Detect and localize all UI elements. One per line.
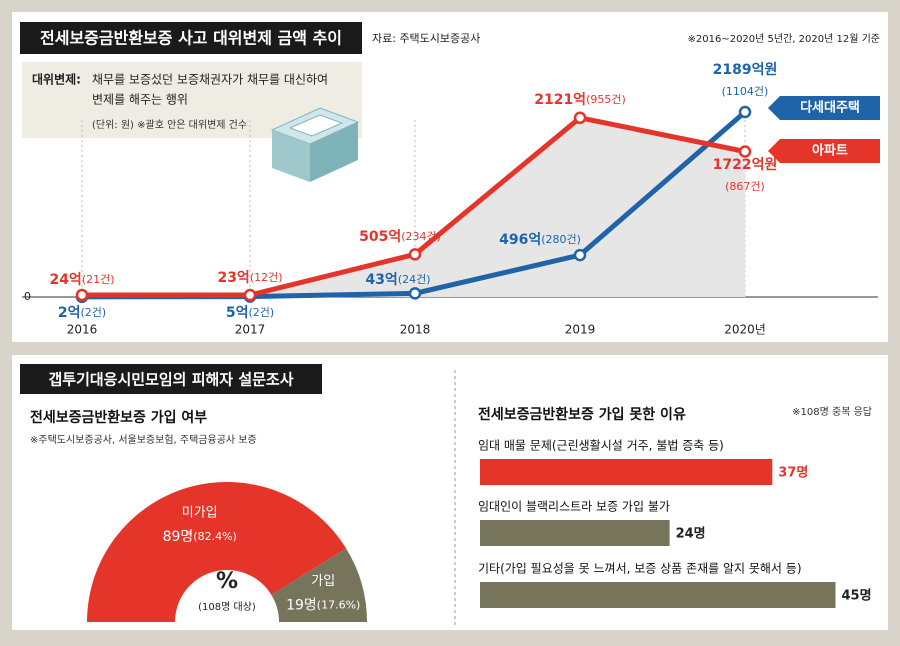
data-label: 2억(2건): [58, 305, 106, 321]
count-label: (867건): [725, 180, 765, 193]
legend-box: [768, 139, 880, 163]
value-label: 2억: [58, 305, 81, 321]
center-note: (108명 대상): [198, 601, 256, 613]
definition-text: 변제를 해주는 행위: [92, 92, 188, 107]
value-label: 2121억: [534, 92, 586, 108]
y-tick-label: 0: [24, 290, 31, 303]
note: ※2016~2020년 5년간, 2020년 12월 기준: [688, 33, 881, 45]
data-label: 505억(234건): [359, 229, 441, 245]
value-label: 2189억원: [713, 62, 778, 78]
x-tick-label: 2018: [400, 323, 431, 337]
bar: [480, 520, 670, 546]
percent-label: (17.6%): [317, 599, 361, 612]
point: [408, 248, 422, 261]
money-icon: [270, 107, 360, 182]
count-label: (2건): [80, 306, 106, 319]
value-label: 37명: [778, 465, 808, 481]
value-label: 89명: [163, 529, 194, 545]
value-label: 24억: [49, 272, 81, 288]
value-label: 5억: [226, 305, 249, 321]
slice-value: 89명(82.4%): [163, 529, 237, 545]
slice: [87, 481, 347, 622]
data-label: 496억(280건): [499, 232, 581, 248]
definition-text: 채무를 보증섰던 보증채권자가 채무를 대신하여: [92, 73, 328, 87]
point: [573, 248, 587, 262]
data-label: 1722억원 (867건): [713, 157, 778, 193]
bar-title: 전세보증금반환보증 가입 못한 이유: [478, 406, 686, 423]
legend-label: 다세대주택: [800, 100, 860, 116]
definition-label: 대위변제:: [32, 72, 81, 87]
unit-note: (단위: 원) ※괄호 안은 대위변제 건수: [92, 118, 247, 131]
count-label: (955건): [586, 93, 626, 106]
value-label: 23억: [217, 270, 249, 286]
point: [243, 288, 257, 302]
data-label: 5억(2건): [226, 305, 274, 321]
percent-label: (82.4%): [193, 530, 237, 543]
slice-value: 19명(17.6%): [286, 598, 360, 614]
pie-title: 전세보증금반환보증 가입 여부: [30, 409, 207, 426]
data-label: 2121억(955건): [534, 92, 626, 108]
count-label: (24건): [398, 273, 431, 286]
point: [573, 111, 587, 125]
data-label: 43억(24건): [365, 272, 430, 288]
value-label: 19명: [286, 598, 317, 614]
x-tick-label: 2020년: [724, 323, 766, 337]
slice-label: 미가입: [182, 505, 218, 520]
bar: [480, 459, 773, 485]
x-tick-label: 2019: [565, 323, 596, 337]
chart-title: 전세보증금반환보증 사고 대위변제 금액 추이: [40, 29, 342, 48]
count-label: (12건): [250, 271, 283, 284]
slice-label: 가입: [311, 574, 335, 589]
legend-box: [768, 96, 880, 120]
count-label: (2건): [248, 306, 274, 319]
point: [738, 145, 752, 158]
source: 자료: 주택도시보증공사: [372, 32, 480, 45]
count-label: (21건): [82, 273, 115, 286]
point: [738, 105, 752, 119]
center-label: %: [216, 569, 238, 594]
bar: [480, 582, 836, 608]
x-tick-label: 2017: [235, 323, 266, 337]
category-label: 기타(가입 필요성을 못 느껴서, 보증 상품 존재를 알지 못해서 등): [478, 562, 802, 576]
value-label: 24명: [676, 526, 706, 542]
data-label: 2189억원 (1104건): [713, 62, 778, 98]
header-bar: [20, 364, 322, 394]
value-label: 496억: [499, 232, 541, 248]
point: [75, 288, 89, 302]
point: [408, 287, 422, 300]
section-header: 갭투기대응시민모임의 피해자 설문조사: [48, 371, 293, 389]
legend-label: 아파트: [812, 143, 848, 159]
count-label: (1104건): [722, 85, 769, 98]
count-label: (280건): [541, 233, 581, 246]
category-label: 임대 매물 문제(근린생활시설 거주, 불법 증축 등): [478, 439, 724, 453]
pie-subtitle: ※주택도시보증공사, 서울보증보험, 주택금융공사 보증: [30, 434, 257, 446]
title-bar: [20, 22, 362, 54]
value-label: 45명: [842, 588, 872, 604]
x-tick-label: 2016: [67, 323, 98, 337]
value-label: 505억: [359, 229, 401, 245]
value-label: 43억: [365, 272, 397, 288]
count-label: (234건): [401, 230, 441, 243]
value-label: 1722억원: [713, 157, 778, 173]
slice: [271, 548, 367, 622]
data-label: 24억(21건): [49, 272, 114, 288]
bar-note: ※108명 중복 응답: [792, 406, 872, 418]
data-label: 23억(12건): [217, 270, 282, 286]
category-label: 임대인이 블랙리스트라 보증 가입 불가: [478, 500, 670, 514]
